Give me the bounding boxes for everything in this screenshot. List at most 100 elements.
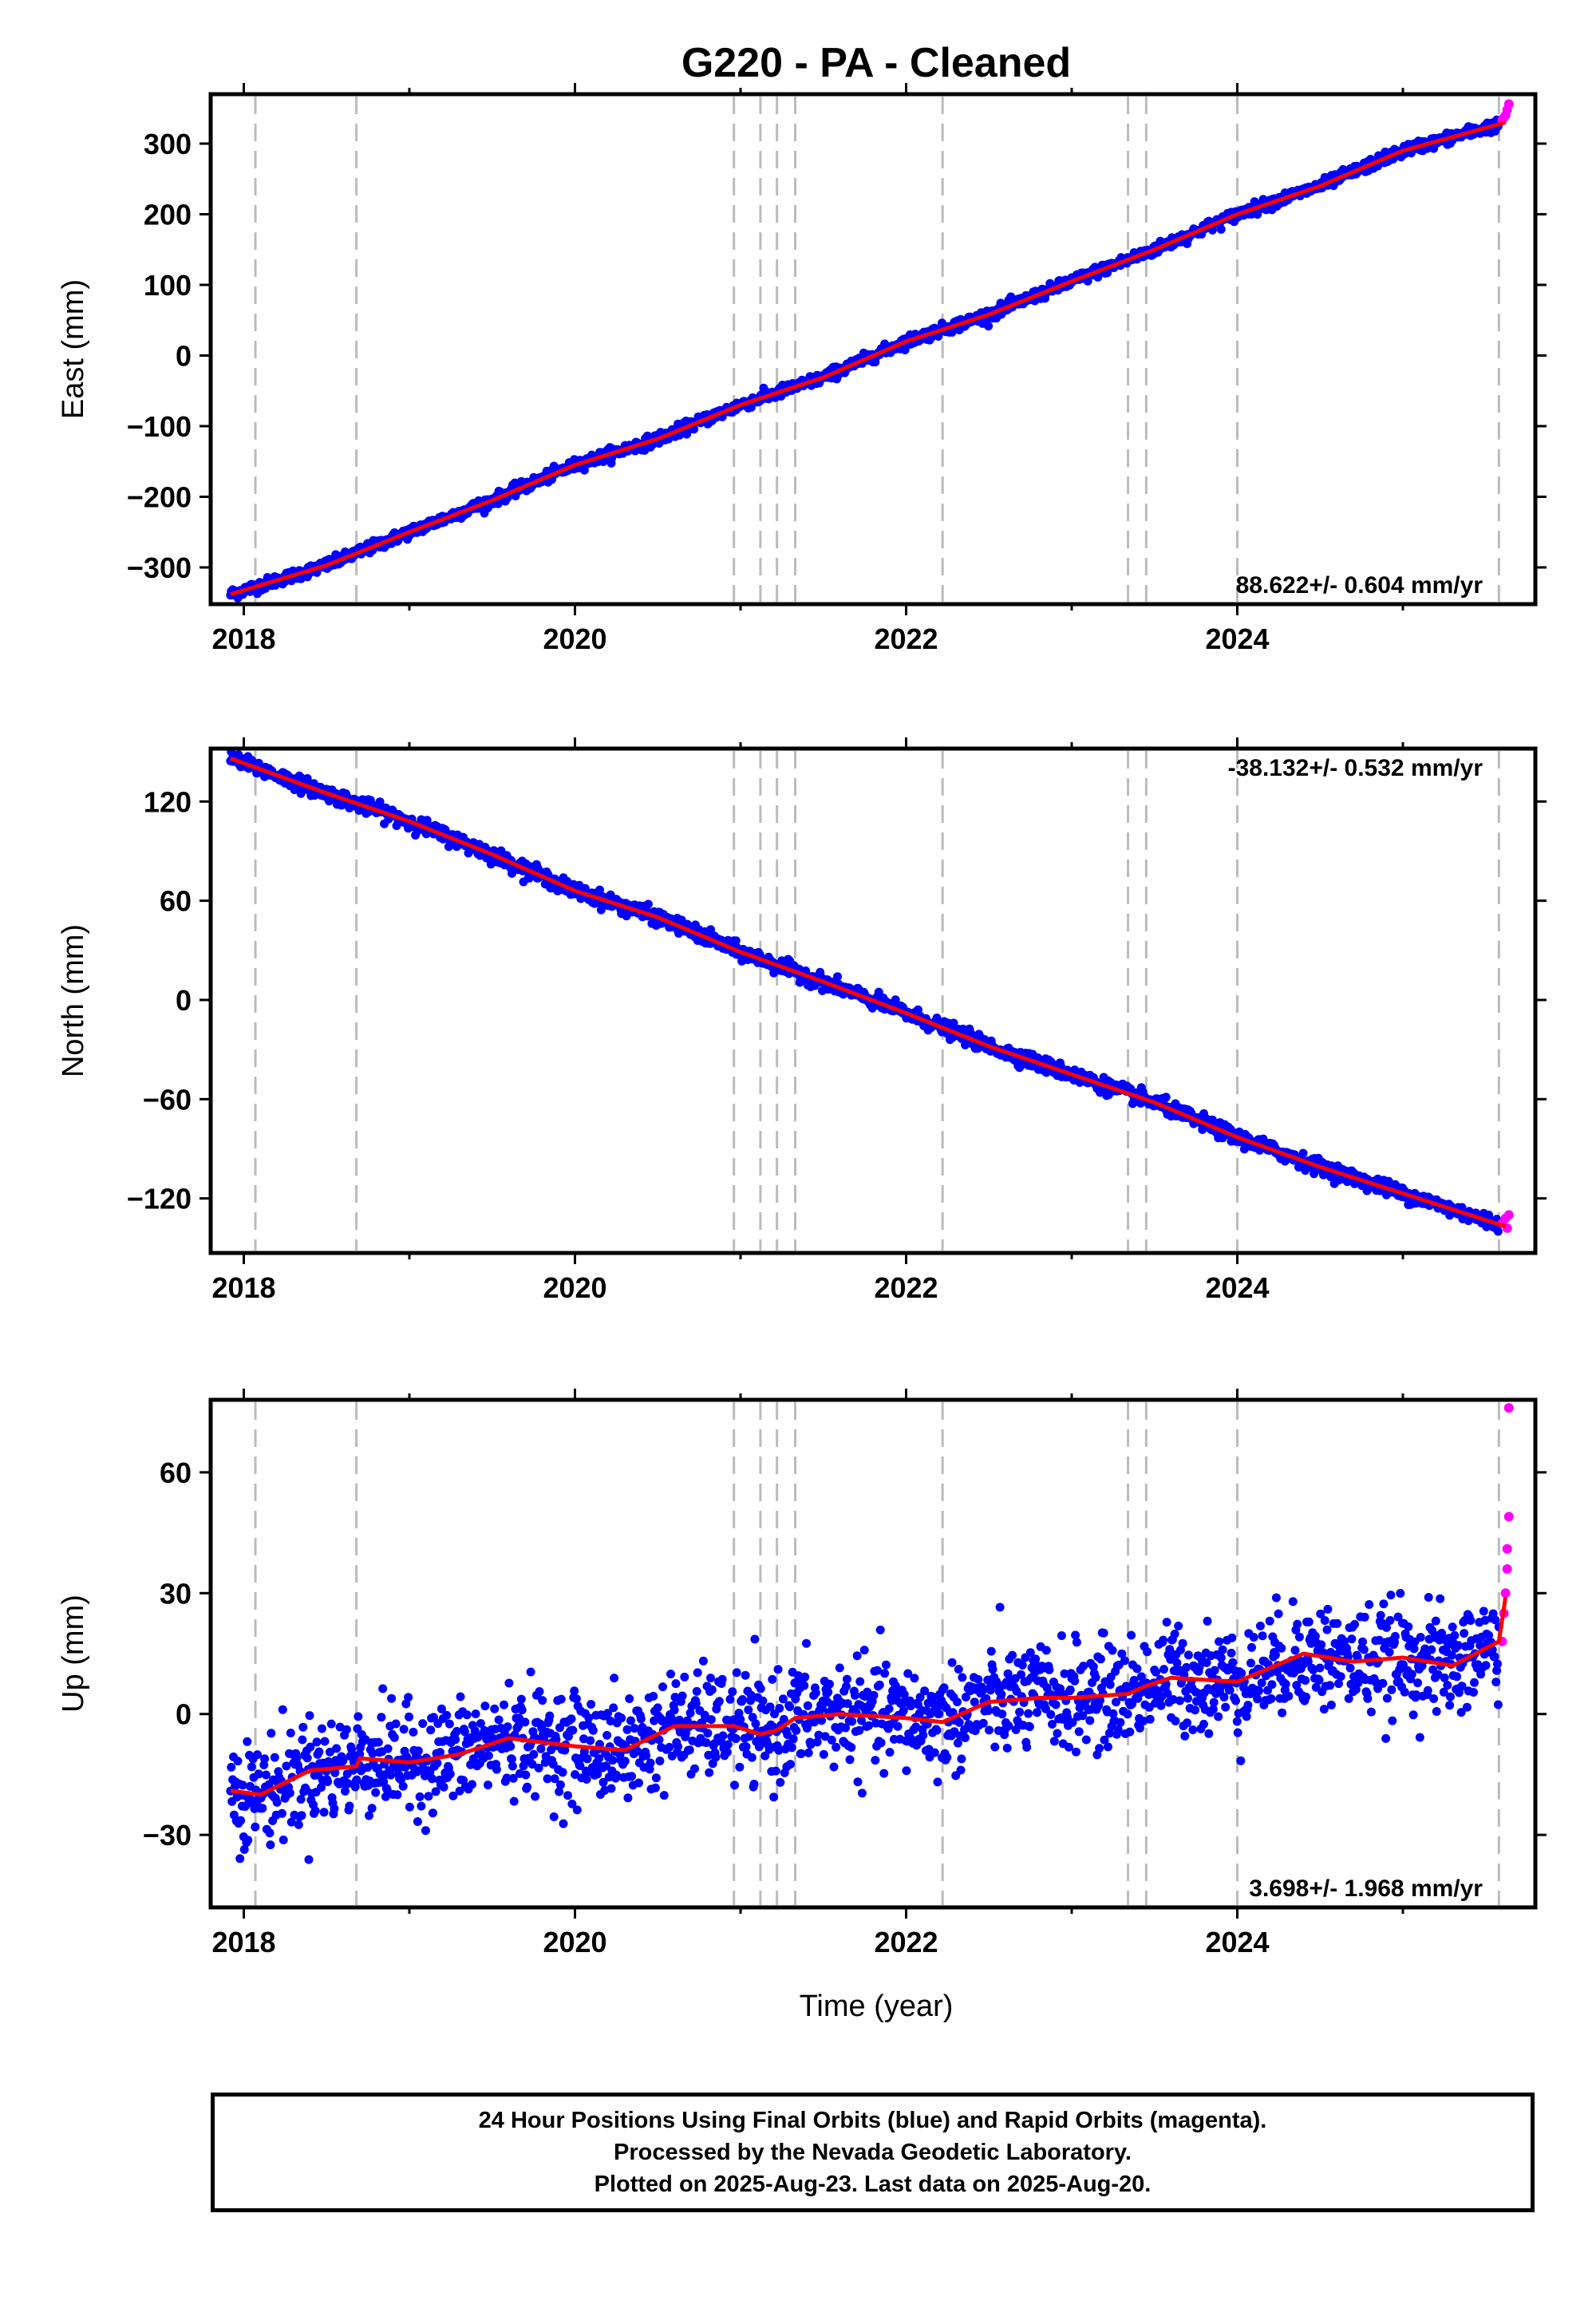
final-orbit-point bbox=[703, 1729, 713, 1738]
final-orbit-point bbox=[902, 1766, 911, 1776]
final-orbit-point bbox=[884, 1704, 894, 1713]
final-orbit-point bbox=[958, 1673, 967, 1682]
final-orbit-point bbox=[929, 1693, 938, 1701]
final-orbit-point bbox=[437, 1704, 446, 1713]
final-orbit-point bbox=[352, 1775, 361, 1784]
final-orbit-point bbox=[625, 1694, 634, 1703]
final-orbit-point bbox=[802, 1638, 811, 1648]
final-orbit-point bbox=[1104, 1742, 1112, 1752]
final-orbit-point bbox=[571, 1694, 581, 1704]
final-orbit-point bbox=[939, 1683, 949, 1693]
final-orbit-point bbox=[800, 1672, 810, 1682]
final-orbit-point bbox=[583, 1754, 592, 1764]
final-orbit-point bbox=[1493, 1227, 1503, 1236]
final-orbit-point bbox=[298, 1722, 308, 1732]
final-orbit-point bbox=[811, 1688, 820, 1697]
final-orbit-point bbox=[630, 1724, 639, 1733]
final-orbit-point bbox=[859, 1646, 869, 1655]
y-tick-label: 0 bbox=[176, 984, 192, 1017]
final-orbit-point bbox=[744, 1705, 753, 1714]
final-orbit-point bbox=[305, 1711, 314, 1721]
final-orbit-point bbox=[857, 1716, 866, 1725]
final-orbit-point bbox=[666, 1670, 675, 1679]
final-orbit-point bbox=[595, 1754, 604, 1763]
final-orbit-point bbox=[559, 1819, 568, 1828]
final-orbit-point bbox=[770, 1709, 779, 1718]
final-orbit-point bbox=[261, 1770, 271, 1780]
final-orbit-point bbox=[429, 1713, 438, 1722]
final-orbit-point bbox=[306, 1742, 315, 1752]
final-orbit-point bbox=[685, 1709, 695, 1717]
final-orbit-point bbox=[1159, 1665, 1168, 1674]
final-orbit-point bbox=[517, 1705, 527, 1715]
final-orbit-point bbox=[460, 1727, 469, 1737]
final-orbit-point bbox=[383, 1744, 393, 1753]
final-orbit-point bbox=[1216, 224, 1226, 234]
final-orbit-point bbox=[558, 1768, 567, 1777]
x-tick-label: 2022 bbox=[874, 1271, 938, 1304]
final-orbit-point bbox=[986, 1646, 996, 1656]
final-orbit-point bbox=[1015, 1707, 1025, 1717]
final-orbit-point bbox=[693, 1668, 702, 1678]
final-orbit-point bbox=[665, 1742, 674, 1752]
final-orbit-point bbox=[1099, 1628, 1108, 1638]
final-orbit-point bbox=[409, 1727, 418, 1737]
final-orbit-point bbox=[235, 1854, 245, 1863]
final-orbit-point bbox=[1123, 1709, 1132, 1719]
final-orbit-point bbox=[961, 1733, 970, 1742]
final-orbit-point bbox=[1214, 1712, 1223, 1721]
final-orbit-point bbox=[1210, 1666, 1219, 1675]
final-orbit-point bbox=[1068, 1717, 1077, 1727]
final-orbit-point bbox=[1079, 1662, 1088, 1671]
final-orbit-point bbox=[885, 1748, 895, 1757]
final-orbit-point bbox=[852, 1651, 862, 1661]
final-orbit-point bbox=[671, 1679, 681, 1689]
final-orbit-point bbox=[786, 1760, 795, 1769]
final-orbit-point bbox=[598, 1777, 608, 1787]
final-orbit-point bbox=[847, 1743, 856, 1752]
final-orbit-point bbox=[1298, 1148, 1308, 1158]
final-orbit-point bbox=[1096, 1654, 1105, 1664]
final-orbit-point bbox=[606, 1784, 616, 1793]
final-orbit-point bbox=[258, 1804, 267, 1813]
final-orbit-point bbox=[277, 1808, 286, 1818]
final-orbit-point bbox=[1116, 1717, 1125, 1727]
final-orbit-point bbox=[506, 1741, 516, 1751]
final-orbit-point bbox=[514, 1721, 523, 1730]
final-orbit-point bbox=[503, 1722, 512, 1732]
final-orbit-point bbox=[930, 1748, 939, 1757]
final-orbit-point bbox=[918, 1730, 928, 1740]
final-orbit-point bbox=[266, 1840, 275, 1850]
final-orbit-point bbox=[1046, 1709, 1056, 1719]
final-orbit-point bbox=[747, 1753, 757, 1762]
final-orbit-point bbox=[317, 1724, 326, 1733]
y-tick-label: 0 bbox=[176, 339, 192, 372]
final-orbit-point bbox=[492, 1765, 501, 1774]
final-orbit-point bbox=[1022, 1742, 1032, 1752]
final-orbit-point bbox=[685, 1745, 694, 1755]
final-orbit-point bbox=[1051, 1700, 1061, 1709]
final-orbit-point bbox=[953, 1697, 962, 1707]
final-orbit-point bbox=[1174, 1621, 1183, 1630]
final-orbit-point bbox=[267, 1729, 276, 1738]
final-orbit-point bbox=[286, 1817, 296, 1827]
final-orbit-point bbox=[445, 1769, 455, 1779]
final-orbit-point bbox=[680, 1672, 689, 1682]
final-orbit-point bbox=[520, 1717, 530, 1727]
final-orbit-point bbox=[620, 1757, 630, 1766]
final-orbit-point bbox=[750, 1634, 760, 1644]
final-orbit-point bbox=[587, 1700, 596, 1709]
final-orbit-point bbox=[899, 1706, 908, 1716]
final-orbit-point bbox=[758, 1696, 768, 1705]
final-orbit-point bbox=[545, 1711, 555, 1721]
final-orbit-point bbox=[881, 1660, 891, 1670]
y-tick-label: 200 bbox=[144, 198, 192, 231]
final-orbit-point bbox=[1195, 1662, 1204, 1672]
final-orbit-point bbox=[484, 1780, 492, 1790]
final-orbit-point bbox=[810, 1717, 819, 1727]
final-orbit-point bbox=[312, 1737, 322, 1747]
final-orbit-point bbox=[698, 1656, 708, 1666]
final-orbit-point bbox=[270, 1753, 279, 1762]
final-orbit-point bbox=[543, 1774, 552, 1784]
